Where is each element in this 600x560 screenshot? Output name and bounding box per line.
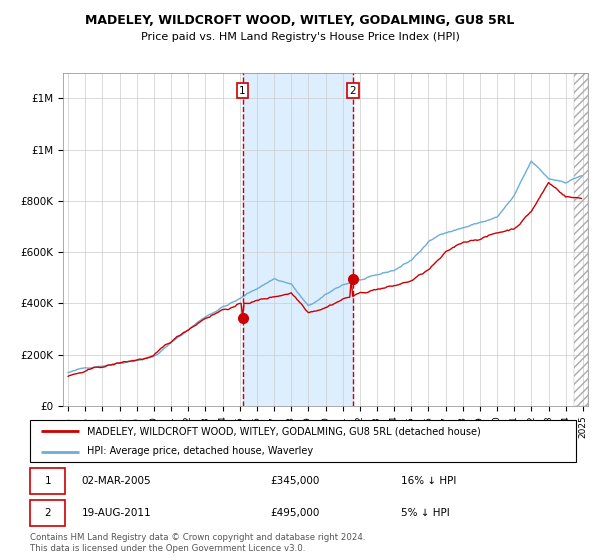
Text: MADELEY, WILDCROFT WOOD, WITLEY, GODALMING, GU8 5RL: MADELEY, WILDCROFT WOOD, WITLEY, GODALMI… xyxy=(85,14,515,27)
Text: 02-MAR-2005: 02-MAR-2005 xyxy=(82,476,151,486)
Text: Contains HM Land Registry data © Crown copyright and database right 2024.
This d: Contains HM Land Registry data © Crown c… xyxy=(30,533,365,553)
Text: 1: 1 xyxy=(239,86,246,96)
Text: Price paid vs. HM Land Registry's House Price Index (HPI): Price paid vs. HM Land Registry's House … xyxy=(140,32,460,42)
Text: 2: 2 xyxy=(44,508,51,518)
Text: 2: 2 xyxy=(349,86,356,96)
Text: 5% ↓ HPI: 5% ↓ HPI xyxy=(401,508,450,518)
Text: HPI: Average price, detached house, Waverley: HPI: Average price, detached house, Wave… xyxy=(88,446,313,456)
Text: 19-AUG-2011: 19-AUG-2011 xyxy=(82,508,151,518)
Text: MADELEY, WILDCROFT WOOD, WITLEY, GODALMING, GU8 5RL (detached house): MADELEY, WILDCROFT WOOD, WITLEY, GODALMI… xyxy=(88,426,481,436)
Text: £495,000: £495,000 xyxy=(270,508,320,518)
Text: £345,000: £345,000 xyxy=(270,476,320,486)
FancyBboxPatch shape xyxy=(30,500,65,526)
FancyBboxPatch shape xyxy=(30,468,65,494)
Text: 16% ↓ HPI: 16% ↓ HPI xyxy=(401,476,457,486)
FancyBboxPatch shape xyxy=(30,420,576,462)
Text: 1: 1 xyxy=(44,476,51,486)
Bar xyxy=(242,73,353,406)
